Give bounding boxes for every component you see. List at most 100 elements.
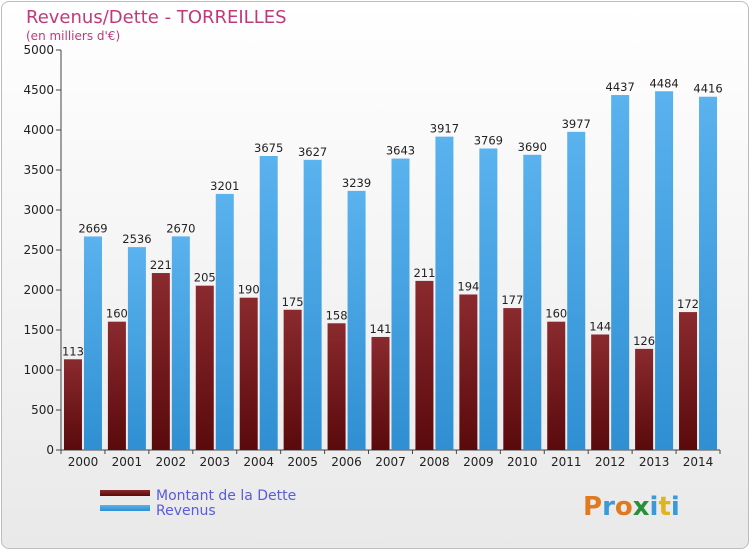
data-label-dette: 172 bbox=[677, 297, 699, 311]
legend-swatch-debt bbox=[100, 490, 150, 496]
data-label-revenus: 2536 bbox=[122, 232, 151, 246]
x-tick-label: 2005 bbox=[287, 455, 318, 469]
bar-revenus bbox=[127, 247, 146, 450]
bar-dette bbox=[283, 309, 302, 450]
logo-letter: i bbox=[650, 492, 659, 522]
x-tick-label: 2014 bbox=[683, 455, 714, 469]
logo-letter: P bbox=[583, 492, 602, 522]
logo-letter: t bbox=[658, 492, 670, 522]
legend-label-revenus: Revenus bbox=[156, 503, 216, 519]
legend-swatch-revenus bbox=[100, 505, 150, 511]
data-label-dette: 221 bbox=[150, 258, 172, 272]
legend-label-debt: Montant de la Dette bbox=[156, 488, 296, 504]
bar-dette bbox=[151, 273, 170, 450]
data-label-dette: 160 bbox=[545, 307, 567, 321]
x-tick-label: 2011 bbox=[551, 455, 582, 469]
bar-revenus bbox=[171, 236, 190, 450]
data-label-revenus: 3690 bbox=[518, 140, 547, 154]
bar-revenus bbox=[479, 148, 498, 451]
bar-dette bbox=[635, 348, 654, 450]
data-label-revenus: 4416 bbox=[693, 82, 722, 96]
bar-revenus bbox=[567, 131, 586, 450]
x-tick-label: 2007 bbox=[375, 455, 406, 469]
bar-revenus bbox=[655, 91, 674, 450]
x-tick-label: 2009 bbox=[463, 455, 494, 469]
logo-letter: r bbox=[602, 492, 615, 522]
bar-dette bbox=[195, 285, 214, 450]
bar-revenus bbox=[391, 158, 410, 450]
x-tick-label: 2010 bbox=[507, 455, 538, 469]
bar-revenus bbox=[303, 159, 322, 450]
data-label-dette: 144 bbox=[589, 319, 611, 333]
x-axis: 2000 2001 2002 2003 2004 2005 2006 2007 2008 2009… bbox=[60, 449, 721, 469]
bar-revenus bbox=[259, 156, 278, 450]
bar-dette bbox=[459, 294, 478, 450]
data-label-revenus: 3769 bbox=[474, 133, 503, 147]
bar-revenus bbox=[611, 95, 630, 450]
x-tick-label: 2013 bbox=[639, 455, 670, 469]
data-label-dette: 205 bbox=[194, 271, 216, 285]
data-label-dette: 175 bbox=[282, 295, 304, 309]
legend: Montant de la Dette Revenus bbox=[100, 488, 296, 519]
data-label-revenus: 3239 bbox=[342, 176, 371, 190]
x-tick-label: 2001 bbox=[112, 455, 143, 469]
y-tick-label: 4500 bbox=[23, 83, 54, 97]
bar-dette bbox=[547, 321, 566, 450]
data-label-dette: 141 bbox=[370, 322, 392, 336]
data-label-revenus: 3201 bbox=[210, 179, 239, 193]
bar-revenus bbox=[523, 154, 542, 451]
y-tick-label: 3000 bbox=[23, 203, 54, 217]
bar-dette bbox=[63, 359, 82, 450]
data-label-revenus: 3977 bbox=[562, 117, 591, 131]
y-tick-label: 2000 bbox=[23, 283, 54, 297]
data-label-dette: 194 bbox=[457, 279, 479, 293]
bar-dette bbox=[503, 308, 522, 450]
bar-dette bbox=[371, 336, 390, 450]
data-label-dette: 158 bbox=[326, 308, 348, 322]
data-label-revenus: 4484 bbox=[649, 76, 678, 90]
data-labels: 113 160 221 205 190 175 158 141 211 194 177 160 144 1… bbox=[62, 76, 723, 358]
data-label-revenus: 4437 bbox=[606, 80, 635, 94]
data-label-revenus: 3643 bbox=[386, 144, 415, 158]
bar-dette bbox=[239, 297, 258, 450]
logo-letter: i bbox=[671, 492, 680, 522]
x-tick-label: 2000 bbox=[68, 455, 99, 469]
chart-subtitle: (en milliers d'€) bbox=[26, 29, 120, 43]
bar-revenus bbox=[435, 136, 454, 450]
y-tick-label: 500 bbox=[31, 403, 54, 417]
y-tick-label: 1500 bbox=[23, 323, 54, 337]
x-tick-label: 2012 bbox=[595, 455, 626, 469]
bar-revenus bbox=[215, 193, 234, 451]
y-tick-label: 1000 bbox=[23, 363, 54, 377]
bar-dette bbox=[415, 280, 434, 450]
data-label-dette: 177 bbox=[501, 293, 523, 307]
logo-letter: o bbox=[615, 492, 633, 522]
x-tick-label: 2006 bbox=[331, 455, 362, 469]
y-tick-label: 2500 bbox=[23, 243, 54, 257]
bar-revenus bbox=[699, 96, 718, 450]
x-tick-label: 2008 bbox=[419, 455, 450, 469]
data-label-dette: 190 bbox=[238, 283, 260, 297]
data-label-dette: 126 bbox=[633, 334, 655, 348]
data-label-revenus: 3627 bbox=[298, 145, 327, 159]
data-label-dette: 160 bbox=[106, 307, 128, 321]
data-label-dette: 113 bbox=[62, 344, 84, 358]
bar-dette bbox=[327, 323, 346, 450]
y-axis: 0 500 1000 1500 2000 2500 3000 3500 4000 4500 5000 bbox=[23, 43, 62, 457]
data-label-revenus: 2669 bbox=[78, 221, 107, 235]
y-tick-label: 3500 bbox=[23, 163, 54, 177]
chart-title: Revenus/Dette - TORREILLES bbox=[26, 7, 287, 28]
y-tick-label: 0 bbox=[46, 443, 54, 457]
y-tick-label: 4000 bbox=[23, 123, 54, 137]
proxiti-logo: Proxiti bbox=[583, 492, 680, 522]
data-label-revenus: 3917 bbox=[430, 122, 459, 136]
logo-letter: x bbox=[633, 492, 650, 522]
x-tick-label: 2002 bbox=[156, 455, 187, 469]
data-label-revenus: 2670 bbox=[166, 221, 195, 235]
bar-dette bbox=[107, 321, 126, 450]
y-tick-label: 5000 bbox=[23, 43, 54, 57]
bar-revenus bbox=[347, 190, 366, 450]
bars bbox=[63, 91, 718, 451]
data-label-revenus: 3675 bbox=[254, 141, 283, 155]
